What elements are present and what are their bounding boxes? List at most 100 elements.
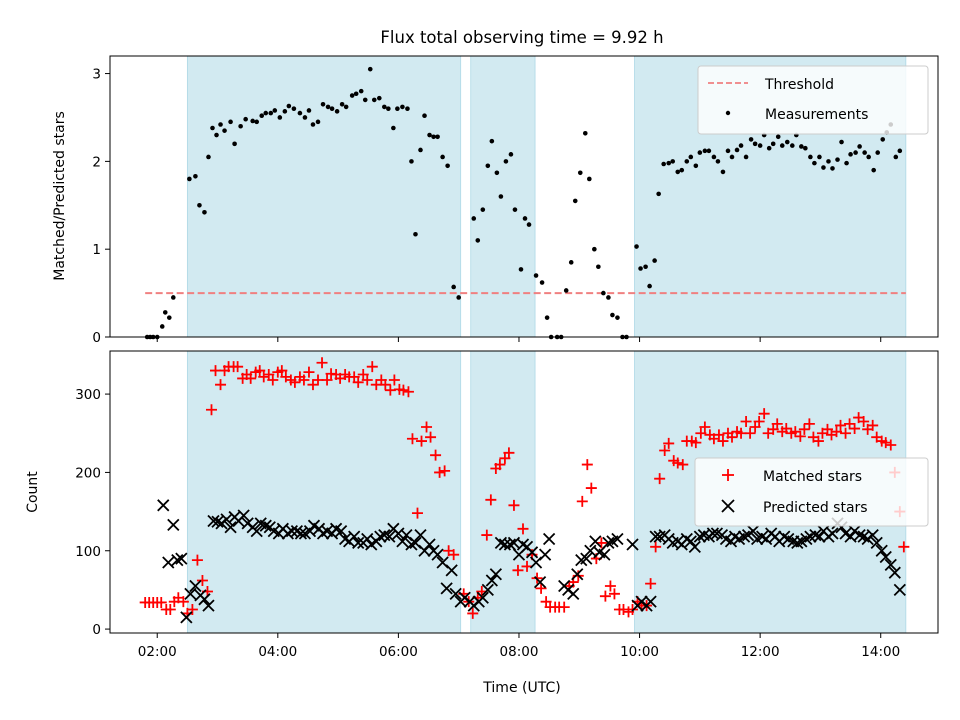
- matched-star-point: [659, 444, 671, 456]
- matched-star-point: [232, 361, 244, 373]
- matched-star-point: [503, 447, 515, 459]
- measurement-point: [413, 231, 418, 237]
- matched-star-point: [608, 588, 620, 600]
- matched-star-point: [849, 423, 861, 435]
- ratio-panel: 0 1 2 3 Matched/Predicted stars Threshold M…: [52, 55, 939, 346]
- measurement-point: [291, 106, 297, 111]
- count-panel-frame: [109, 350, 939, 634]
- matched-star-point: [448, 549, 460, 561]
- matched-star-point: [581, 459, 593, 471]
- predicted-star-point: [303, 525, 317, 538]
- measurement-point: [893, 154, 899, 160]
- measurement-point: [666, 160, 671, 166]
- matched-star-point: [421, 421, 433, 433]
- predicted-star-point: [423, 538, 436, 551]
- predicted-star-point: [813, 530, 826, 543]
- predicted-star-point: [853, 528, 866, 542]
- measurement-point: [238, 123, 243, 129]
- legend-measurement-swatch: [725, 110, 731, 116]
- predicted-star-point: [189, 579, 202, 593]
- bot-ytick-label: 300: [75, 387, 101, 403]
- matched-star-point: [717, 435, 729, 447]
- measurement-point: [232, 141, 237, 147]
- matched-star-point: [771, 418, 783, 430]
- measurement-point: [725, 148, 731, 154]
- measurement-point: [297, 110, 303, 116]
- measurement-point: [286, 103, 292, 109]
- matched-star-point: [321, 374, 333, 386]
- measurement-point: [675, 169, 681, 175]
- matched-star-point: [366, 361, 378, 373]
- measurement-point: [533, 273, 539, 278]
- measurement-point: [643, 264, 648, 270]
- measurement-point: [377, 95, 382, 101]
- measurement-point: [563, 288, 569, 293]
- measurement-point: [853, 150, 858, 155]
- matched-star-point: [558, 601, 570, 613]
- measurement-point: [243, 116, 248, 122]
- measurement-point: [334, 109, 340, 114]
- predicted-star-point: [598, 548, 611, 561]
- predicted-star-point: [538, 548, 552, 561]
- matched-star-point: [663, 437, 675, 449]
- measurement-point: [688, 154, 694, 160]
- predicted-star-point: [644, 595, 657, 608]
- measurement-point: [343, 104, 349, 110]
- predicted-star-point: [348, 530, 361, 543]
- predicted-star-point: [485, 574, 498, 587]
- measurement-point: [268, 110, 274, 116]
- measurement-point: [592, 246, 597, 252]
- count-legend-box: [694, 457, 929, 527]
- measurement-point: [715, 159, 721, 164]
- matched-star-point: [690, 437, 702, 449]
- xtick-label: 08:00: [500, 644, 539, 660]
- matched-star-point: [205, 404, 217, 416]
- matched-star-point: [695, 427, 707, 439]
- matched-star-point: [481, 529, 493, 541]
- predicted-star-point: [184, 587, 197, 600]
- measurement-point: [720, 169, 726, 175]
- matched-star-point: [831, 426, 843, 438]
- predicted-star-point: [202, 599, 215, 612]
- measurement-point: [489, 138, 495, 144]
- predicted-star-point: [879, 550, 892, 564]
- matched-star-point: [254, 365, 266, 377]
- measurement-point: [222, 128, 227, 133]
- matched-star-point: [215, 379, 227, 391]
- predicted-star-point: [693, 530, 706, 543]
- measurement-point: [693, 163, 699, 169]
- measurement-point: [512, 207, 518, 212]
- matched-star-point: [177, 596, 189, 608]
- matched-star-point: [645, 578, 657, 590]
- measurement-point: [748, 137, 754, 142]
- measurement-point: [656, 191, 661, 197]
- predicted-star-point: [737, 530, 751, 543]
- ratio-legend-box: [697, 65, 929, 135]
- x-axis-label: Time (UTC): [482, 680, 560, 696]
- matched-star-point: [388, 374, 400, 386]
- measurement-point: [670, 159, 676, 164]
- matched-star-point: [298, 374, 310, 386]
- measurement-point: [706, 148, 712, 154]
- measurement-point: [480, 207, 486, 212]
- predicted-star-point: [611, 532, 624, 546]
- measurement-point: [596, 264, 601, 270]
- predicted-star-point: [602, 536, 615, 550]
- matched-star-point: [812, 435, 824, 447]
- measurement-point: [315, 119, 321, 125]
- predicted-star-point: [171, 554, 184, 567]
- legend-measurements-label: Measurements: [765, 107, 868, 123]
- matched-star-point: [604, 580, 616, 592]
- measurement-point: [839, 139, 844, 145]
- measurement-point: [784, 139, 790, 145]
- measurement-point: [498, 194, 504, 199]
- predicted-star-point: [285, 525, 299, 538]
- predicted-star-point: [259, 519, 272, 532]
- measurement-point: [325, 104, 331, 110]
- measurement-point: [435, 134, 440, 140]
- ratio-panel-frame: [109, 55, 939, 338]
- matched-star-point: [699, 421, 711, 433]
- measurement-point: [306, 108, 312, 113]
- measurement-point: [503, 159, 509, 164]
- predicted-star-point: [893, 583, 906, 597]
